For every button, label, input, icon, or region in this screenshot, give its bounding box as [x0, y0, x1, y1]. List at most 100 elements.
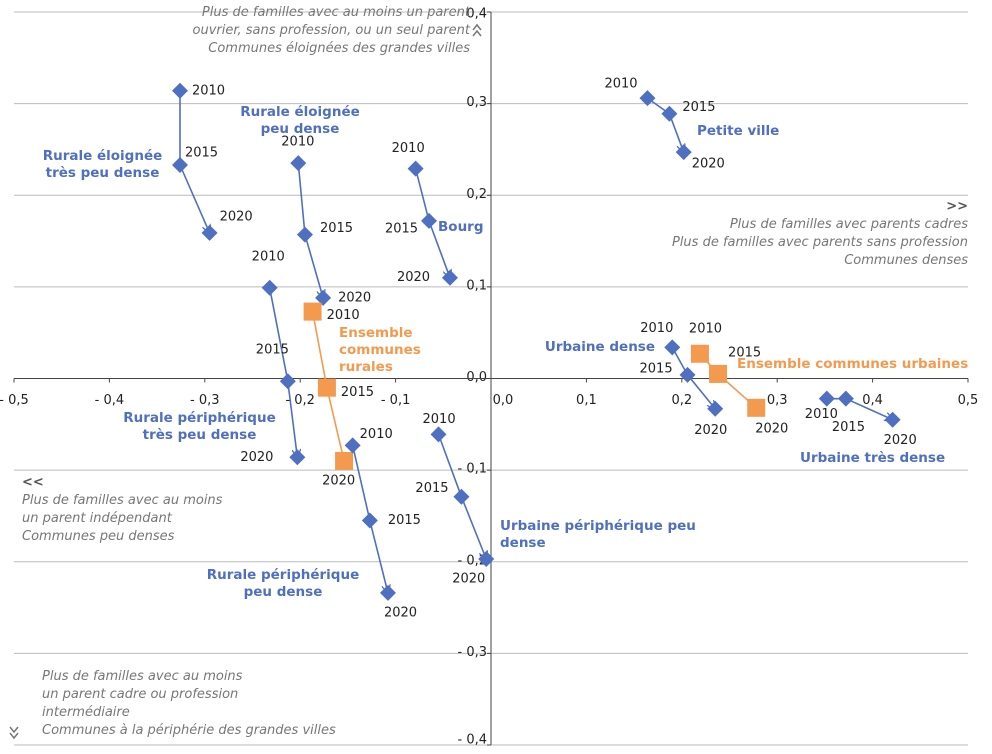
x-tick-label: - 0,1 — [381, 393, 411, 408]
annotation: >> Plus de familles avec parents cadres Pl… — [600, 198, 968, 270]
year-label: 2020 — [384, 605, 417, 620]
trajectory — [646, 97, 683, 152]
point — [639, 90, 656, 107]
point — [171, 82, 188, 99]
series-name: Rurale éloignée peu dense — [240, 104, 360, 137]
year-label: 2015 — [640, 361, 673, 376]
year-label: 2020 — [338, 290, 371, 305]
point — [675, 144, 692, 161]
down-chevron — [9, 726, 19, 740]
year-label: 2015 — [832, 420, 865, 435]
x-tick-label: - 0,3 — [190, 393, 220, 408]
annotation: << Plus de familles avec au moins un paren… — [22, 474, 322, 546]
annotation-line: Communes éloignées des grandes villes — [208, 41, 470, 56]
year-label: 2020 — [452, 572, 485, 587]
annotation-line: Plus de familles avec au moins — [42, 669, 243, 684]
point — [430, 426, 447, 443]
series-name: Urbaine dense — [544, 339, 655, 355]
x-tick-label: 0,1 — [576, 393, 597, 408]
x-tick-label: 0,0 — [493, 393, 514, 408]
point — [664, 339, 681, 356]
point — [171, 157, 188, 174]
x-tick-label: 0,2 — [671, 393, 692, 408]
year-label: 2015 — [256, 343, 289, 358]
x-tick-label: - 0,5 — [0, 393, 29, 408]
year-label: 2015 — [341, 385, 374, 400]
year-label: 2015 — [385, 221, 418, 236]
point — [289, 449, 306, 466]
year-label: 2010 — [281, 135, 314, 150]
year-label: 2020 — [322, 473, 355, 488]
point — [344, 437, 361, 454]
y-tick-label: - 0,3 — [458, 645, 488, 660]
year-label: 2020 — [692, 157, 725, 172]
year-label: 2015 — [682, 100, 715, 115]
year-label: 2010 — [604, 77, 637, 92]
annotation-line: ouvrier, sans profession, ou un seul par… — [192, 23, 470, 38]
annotation: Plus de familles avec au moins un parent… — [10, 4, 470, 58]
x-tick-label: 0,5 — [958, 393, 979, 408]
year-label: 2010 — [423, 412, 456, 427]
annotation-line: un parent indépendant — [22, 511, 172, 526]
year-label: 2010 — [805, 407, 838, 422]
series-name: Urbaine très dense — [800, 450, 946, 466]
annotation-line: Communes peu denses — [22, 529, 175, 544]
y-tick-label: 0,2 — [466, 187, 487, 202]
point — [679, 366, 696, 383]
annotation-line: Plus de familles avec au moins — [22, 493, 223, 508]
series-name: Urbaine périphérique peu dense — [500, 518, 696, 551]
annotation: Plus de familles avec au moins un parent … — [42, 668, 442, 740]
x-tick-label: - 0,4 — [95, 393, 125, 408]
point — [315, 289, 332, 306]
series-name: Rurale périphérique très peu dense — [123, 410, 276, 443]
point — [201, 224, 218, 241]
point — [884, 411, 901, 428]
point — [290, 155, 307, 172]
point — [407, 160, 424, 177]
point — [261, 279, 278, 296]
point — [661, 105, 678, 122]
point — [361, 512, 378, 529]
annotation-marker: >> — [946, 199, 968, 214]
year-label: 2010 — [640, 321, 673, 336]
year-label: 2020 — [755, 421, 788, 436]
point — [317, 378, 336, 397]
point — [453, 488, 470, 505]
y-tick-label: 0,0 — [466, 370, 487, 385]
point — [335, 451, 354, 470]
year-label: 2015 — [185, 146, 218, 161]
annotation-line: un parent cadre ou profession — [42, 687, 239, 702]
year-label: 2015 — [728, 345, 761, 360]
point — [303, 302, 322, 321]
series-name: Rurale éloignée très peu dense — [42, 148, 163, 181]
point — [420, 212, 437, 229]
annotation-line: Communes à la périphérie des grandes vil… — [42, 723, 336, 738]
point — [818, 390, 835, 407]
y-tick-label: 0,3 — [466, 95, 487, 110]
y-tick-label: - 0,4 — [458, 733, 488, 748]
up-chevron — [472, 23, 482, 37]
series-name: Ensemble communes urbaines — [737, 356, 969, 372]
year-label: 2020 — [884, 433, 917, 448]
point — [837, 390, 854, 407]
point — [747, 398, 766, 417]
point — [441, 269, 458, 286]
year-label: 2020 — [694, 423, 727, 438]
point — [709, 364, 728, 383]
y-tick-label: 0,1 — [466, 278, 487, 293]
year-label: 2015 — [388, 513, 421, 528]
point — [279, 373, 296, 390]
x-tick-label: 0,3 — [767, 393, 788, 408]
year-label: 2010 — [192, 83, 225, 98]
annotation-marker: << — [22, 475, 44, 490]
y-tick-label: - 0,1 — [458, 462, 488, 477]
y-tick-label: 0,4 — [466, 7, 487, 22]
point — [690, 344, 709, 363]
point — [379, 584, 396, 601]
year-label: 2010 — [252, 249, 285, 264]
point — [296, 226, 313, 243]
year-label: 2010 — [392, 141, 425, 156]
series-name: Rurale périphérique peu dense — [206, 567, 360, 600]
year-label: 2020 — [397, 270, 430, 285]
x-tick-label: 0,4 — [862, 393, 883, 408]
